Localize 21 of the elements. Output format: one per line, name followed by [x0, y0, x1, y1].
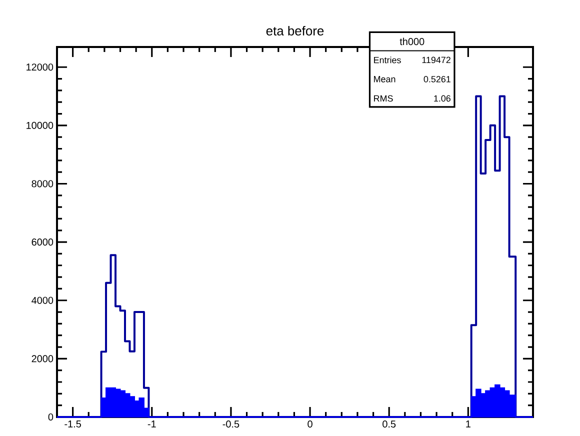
text: th000	[400, 38, 424, 46]
chart-title: eta before	[266, 26, 324, 36]
y-tick-label: 2000	[32, 355, 54, 362]
y-tick-label: 6000	[32, 238, 54, 246]
x-tick-label: -0.5	[222, 420, 240, 428]
annotation: RMS	[374, 95, 393, 102]
x-tick-label: 0.5	[382, 420, 396, 428]
y-tick-label: 8000	[32, 180, 54, 188]
y-tick-label: 12000	[26, 64, 54, 71]
y-tick-label: 10000	[26, 122, 54, 129]
x-tick-label: 0	[308, 420, 312, 428]
annotation: 1.06	[434, 95, 450, 102]
y-tick-label: 0	[48, 413, 54, 421]
x-tick-label: -1	[148, 420, 156, 428]
x-tick-label: -1.5	[64, 420, 81, 428]
x-tick-label: 1	[466, 420, 470, 428]
y-tick-label: 4000	[32, 296, 54, 304]
annotation: 119472	[422, 56, 450, 64]
annotation: Mean	[374, 76, 396, 82]
annotation: 0.5261	[424, 76, 450, 82]
annotation: Entries	[374, 56, 401, 64]
